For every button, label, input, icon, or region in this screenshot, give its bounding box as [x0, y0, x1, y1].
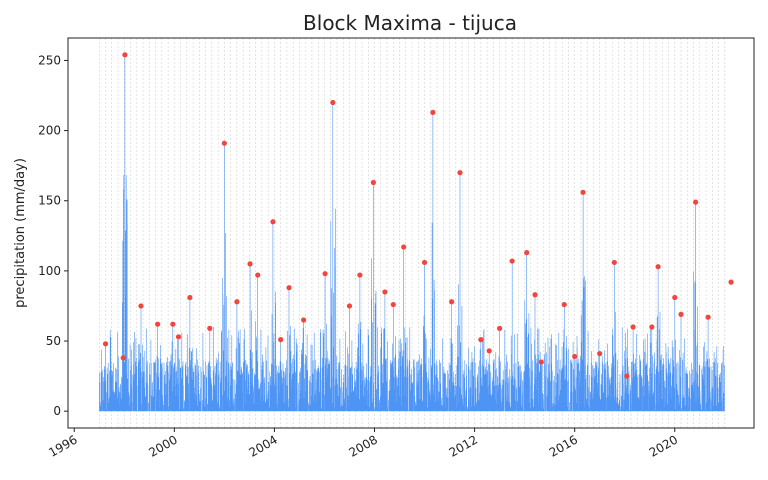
block-maxima-point — [346, 303, 353, 309]
block-maxima-point — [370, 179, 376, 186]
block-maxima-point — [255, 272, 261, 278]
block-maxima-point — [286, 285, 292, 291]
block-maxima-point — [611, 259, 617, 266]
block-maxima-point — [672, 294, 678, 301]
block-maxima-point — [278, 337, 284, 343]
y-axis: 0 50 100 150 200 250 — [38, 53, 68, 418]
block-maxima-point — [221, 140, 227, 146]
block-maxima-point — [122, 52, 128, 58]
block-maxima-point — [509, 258, 515, 264]
block-maxima-point — [624, 373, 630, 379]
block-maxima-point — [449, 299, 455, 305]
block-maxima-point — [322, 271, 328, 277]
y-tick-label: 200 — [38, 124, 61, 138]
block-maxima-point — [301, 317, 307, 323]
series-layer — [99, 54, 725, 412]
block-maxima-point — [649, 324, 655, 330]
block-maxima-point — [170, 321, 176, 327]
block-maxima-point — [421, 259, 428, 266]
block-maxima-point — [234, 299, 240, 305]
y-tick-label: 50 — [46, 334, 61, 348]
block-maxima-point — [457, 170, 463, 176]
block-maxima-point — [357, 272, 363, 278]
block-maxima-point — [678, 311, 684, 317]
block-maxima-point — [580, 189, 586, 195]
block-maxima-point — [524, 250, 530, 256]
block-maxima-point — [655, 264, 661, 270]
block-maxima-point — [175, 334, 182, 340]
block-maxima-point — [572, 353, 578, 360]
y-tick-label: 250 — [38, 53, 61, 67]
block-maxima-point — [382, 289, 388, 295]
block-maxima-point — [478, 337, 484, 343]
block-maxima-point — [207, 325, 213, 331]
y-tick-label: 100 — [38, 264, 61, 278]
block-maxima-point — [705, 314, 711, 320]
block-maxima-point — [102, 341, 109, 347]
block-maxima-point — [430, 109, 436, 115]
block-maxima-point — [538, 359, 544, 365]
points-layer — [102, 52, 734, 379]
block-maxima-point — [247, 261, 253, 267]
block-maxima-point — [401, 244, 407, 250]
block-maxima-point — [693, 199, 699, 205]
block-maxima-point — [330, 99, 336, 106]
block-maxima-point — [390, 301, 396, 308]
block-maxima-point — [728, 279, 734, 285]
block-maxima-point — [155, 321, 161, 327]
block-maxima-point — [630, 324, 636, 330]
y-tick-label: 150 — [38, 194, 61, 208]
block-maxima-point — [187, 294, 193, 301]
block-maxima-point — [270, 219, 276, 225]
block-maxima-point — [561, 301, 567, 308]
plot-frame — [67, 37, 755, 429]
block-maxima-point — [532, 292, 538, 298]
block-maxima-point — [497, 325, 503, 331]
block-maxima-point — [138, 303, 144, 309]
precipitation-series-line — [99, 54, 725, 412]
y-tick-label: 0 — [53, 404, 61, 418]
block-maxima-point — [486, 348, 492, 354]
block-maxima-point — [120, 355, 126, 361]
block-maxima-point — [597, 351, 603, 357]
chart-title: Block Maxima - tijuca — [303, 11, 517, 35]
y-axis-label: precipitation (mm/day) — [13, 158, 28, 308]
